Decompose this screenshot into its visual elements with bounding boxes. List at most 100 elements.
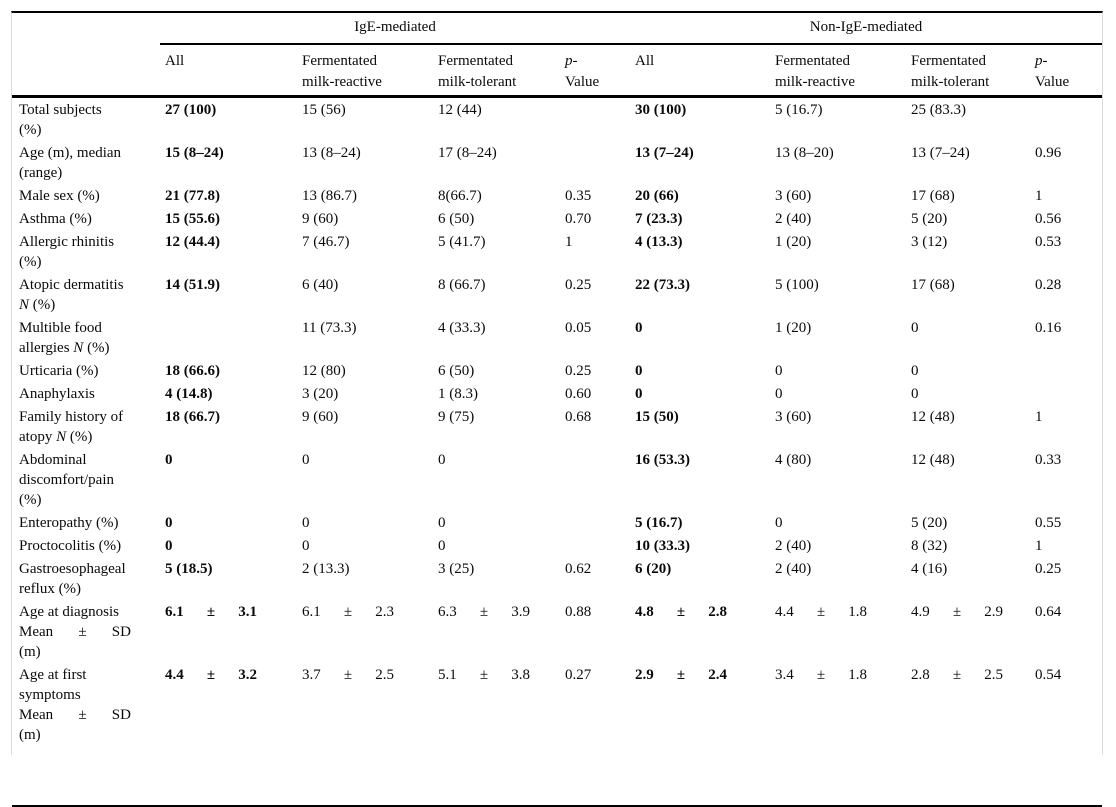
table-cell: 0 bbox=[635, 386, 643, 402]
col-header-label: milk-reactive bbox=[302, 74, 382, 90]
table-cell: 10 (33.3) bbox=[635, 538, 691, 554]
row-label: Age (m), median (range) bbox=[19, 145, 122, 181]
table-cell: 22 (73.3) bbox=[635, 277, 691, 293]
table-cell: 0.53 bbox=[1035, 234, 1062, 250]
table-cell bbox=[560, 534, 630, 557]
col-header-label: All bbox=[635, 53, 655, 69]
table-cell: 1 bbox=[1035, 409, 1043, 425]
plus-minus-value: 6.1 ±2.3 bbox=[302, 604, 394, 620]
col-header-all-non-ige: All bbox=[630, 44, 771, 98]
row-label: Male sex (%) bbox=[19, 188, 100, 204]
row-label: Total subjects (%) bbox=[19, 102, 102, 138]
table-cell: 2 (40) bbox=[775, 538, 812, 554]
table-cell: 13 (8–20) bbox=[775, 145, 834, 161]
table-cell: 6 (50) bbox=[438, 363, 475, 379]
row-label: Asthma (%) bbox=[19, 211, 92, 227]
table-cell bbox=[560, 448, 630, 511]
col-header-label: Value bbox=[565, 74, 600, 90]
table-cell: 13 (86.7) bbox=[302, 188, 357, 204]
table-cell: 0.64 bbox=[1035, 604, 1062, 620]
table-cell: 9 (75) bbox=[438, 409, 475, 425]
characteristics-table: IgE-mediated Non-IgE-mediated All Fermen… bbox=[12, 13, 1103, 807]
table-cell: 5.1 ±3.8 bbox=[433, 663, 560, 807]
table-cell: 3.7 ±2.5 bbox=[297, 663, 433, 807]
table-cell: 0.16 bbox=[1035, 320, 1062, 336]
group-header-row: IgE-mediated Non-IgE-mediated bbox=[12, 13, 1103, 45]
table-cell: 5 (16.7) bbox=[635, 515, 683, 531]
table-cell: 15 (55.6) bbox=[165, 211, 220, 227]
table-cell: 12 (44.4) bbox=[165, 234, 220, 250]
row-label: Multible food allergies N (%) bbox=[19, 320, 110, 356]
table-cell: 21 (77.8) bbox=[165, 188, 220, 204]
table-cell bbox=[1030, 97, 1102, 142]
table-row: Allergic rhinitis (%) 12 (44.4) 7 (46.7) 5 (… bbox=[12, 230, 1102, 273]
table-cell bbox=[160, 316, 297, 359]
table-cell: 0.55 bbox=[1035, 515, 1062, 531]
table-cell: 0 bbox=[911, 320, 919, 336]
table-cell: 0.68 bbox=[565, 409, 592, 425]
table-cell: 15 (50) bbox=[635, 409, 679, 425]
table-row: Male sex (%) 21 (77.8) 13 (86.7) 8(66.7) 0.3… bbox=[12, 184, 1102, 207]
table-row: Urticaria (%) 18 (66.6) 12 (80) 6 (50) 0.25 0… bbox=[12, 359, 1102, 382]
col-header-label: All bbox=[165, 53, 185, 69]
table-cell: 8(66.7) bbox=[438, 188, 482, 204]
table-cell: 4.4 ±1.8 bbox=[770, 600, 906, 663]
table-cell: 3 (25) bbox=[438, 561, 475, 577]
table-cell: 0 bbox=[165, 515, 173, 531]
table-cell: 0.25 bbox=[565, 277, 592, 293]
table-cell: 0 bbox=[302, 515, 310, 531]
table-cell: 0 bbox=[302, 538, 310, 554]
table-cell: 0.33 bbox=[1035, 452, 1062, 468]
table-cell: 0 bbox=[635, 320, 643, 336]
table-cell: 13 (7–24) bbox=[911, 145, 970, 161]
table-cell: 27 (100) bbox=[165, 102, 217, 118]
table-row: Enteropathy (%) 0 0 0 5 (16.7) 0 5 (20) 0.55 bbox=[12, 511, 1102, 534]
table-cell: 6.1 ±2.3 bbox=[297, 600, 433, 663]
table-cell: 0 bbox=[775, 363, 783, 379]
table-cell: 0 bbox=[775, 515, 783, 531]
table-cell: 2 (13.3) bbox=[302, 561, 350, 577]
table-cell: 14 (51.9) bbox=[165, 277, 220, 293]
table-cell bbox=[560, 141, 630, 184]
table-cell bbox=[560, 97, 630, 142]
table-cell: 13 (8–24) bbox=[302, 145, 361, 161]
table-cell: 9 (60) bbox=[302, 409, 339, 425]
row-label: Age at diagnosis Mean ± SD (m) bbox=[19, 604, 131, 660]
table-row: Age at diagnosis Mean ± SD (m) 6.1 ±3.1 6.1 ±2.3… bbox=[12, 600, 1102, 663]
col-header-pvalue-ige: p- Value bbox=[560, 44, 631, 98]
table-cell: 12 (48) bbox=[911, 452, 955, 468]
table-cell: 3 (60) bbox=[775, 409, 812, 425]
table-cell: 5 (41.7) bbox=[438, 234, 486, 250]
table-row: Abdominal discomfort/pain (%) 0 0 0 16 (53.3) 4… bbox=[12, 448, 1102, 511]
table-cell: 1 bbox=[565, 234, 573, 250]
table-row: Atopic dermatitis N (%) 14 (51.9) 6 (40) 8 (… bbox=[12, 273, 1102, 316]
table-row: Age at first symptoms Mean ± SD (m) 4.4 ±3.2 3.7… bbox=[12, 663, 1103, 807]
row-label: Age at first symptoms Mean ± SD (m) bbox=[12, 663, 160, 807]
table-cell: 7 (23.3) bbox=[635, 211, 683, 227]
table-cell: 5 (20) bbox=[911, 515, 948, 531]
table-header: IgE-mediated Non-IgE-mediated All Fermen… bbox=[12, 13, 1103, 98]
table-cell: 1 (20) bbox=[775, 234, 812, 250]
col-header-tolerant-ige: Fermentated milk-tolerant bbox=[433, 44, 560, 98]
table-row: Gastroesophageal reflux (%) 5 (18.5) 2 (13.… bbox=[12, 557, 1102, 600]
col-header-pvalue-non-ige: p- Value bbox=[1030, 44, 1103, 98]
table-cell: 0.96 bbox=[1035, 145, 1062, 161]
corner-cell bbox=[12, 13, 160, 44]
plus-minus-value: 4.4 ±1.8 bbox=[775, 604, 867, 620]
plus-minus-value: 3.7 ±2.5 bbox=[302, 667, 394, 683]
table-cell: 12 (48) bbox=[911, 409, 955, 425]
group-header-non-ige: Non-IgE-mediated bbox=[630, 13, 1103, 45]
table-cell: 17 (68) bbox=[911, 277, 955, 293]
row-label: Proctocolitis (%) bbox=[19, 538, 122, 554]
table-cell: 18 (66.7) bbox=[165, 409, 220, 425]
plus-minus-value: Mean ± SD bbox=[19, 707, 131, 723]
table-row: Family history of atopy N (%) 18 (66.7) 9 (… bbox=[12, 405, 1102, 448]
row-label: Abdominal discomfort/pain (%) bbox=[19, 452, 114, 508]
table-cell: 4.9 ±2.9 bbox=[906, 600, 1030, 663]
table-cell: 8 (32) bbox=[911, 538, 948, 554]
col-header-label: Value bbox=[1035, 74, 1070, 90]
table-cell: 2 (40) bbox=[775, 561, 812, 577]
table-cell bbox=[560, 511, 630, 534]
plus-minus-value: Mean ± SD bbox=[19, 624, 131, 640]
table-cell: 20 (66) bbox=[635, 188, 679, 204]
